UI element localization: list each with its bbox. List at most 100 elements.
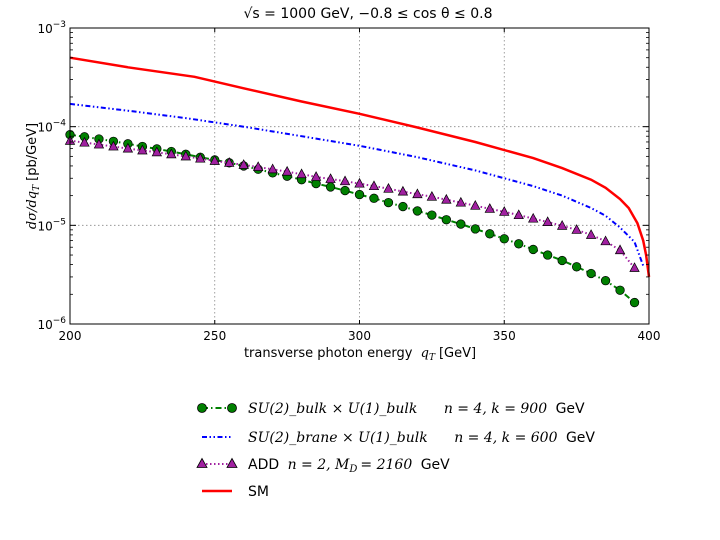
- series-line-1: [69, 102, 645, 267]
- legend-label-sm: SM: [248, 484, 269, 500]
- x-tick-label: 400: [638, 329, 661, 343]
- data-point: [398, 201, 408, 212]
- y-tick-exponent: −4: [53, 119, 67, 129]
- legend-marker-su2-bulk: [227, 403, 237, 413]
- legend-label-su2-bulk: SU(2)_bulk × U(1)_bulk n = 4, k = 900 Ge…: [248, 401, 585, 417]
- data-point: [629, 297, 640, 308]
- x-axis-label: transverse photon energy qT [GeV]: [244, 346, 476, 363]
- data-point: [296, 168, 307, 179]
- legend-params-add: n = 2, M: [288, 457, 350, 473]
- y-axis-label-math: dσ/dq: [25, 191, 40, 229]
- legend-params-su2-bulk: n = 4, k = 900: [444, 401, 547, 417]
- legend-entry-su2-brane: SU(2)_brane × U(1)_bulk n = 4, k = 600 G…: [202, 430, 595, 446]
- data-point: [369, 193, 379, 203]
- y-axis-label-unit: [pb/GeV]: [25, 123, 40, 181]
- data-point: [180, 150, 191, 161]
- legend-params-su2-brane: n = 4, k = 600: [454, 430, 557, 446]
- data-point: [267, 163, 278, 174]
- data-point: [122, 142, 134, 153]
- data-point: [339, 175, 351, 186]
- legend-marker-su2-bulk: [197, 403, 207, 413]
- data-point: [600, 276, 611, 286]
- y-tick-exponent: −6: [53, 316, 67, 326]
- data-point: [484, 203, 495, 213]
- legend-entry-add: ADD n = 2, MD = 2160 GeV: [196, 457, 450, 475]
- legend-math-su2-bulk: SU(2)_bulk × U(1)_bulk: [248, 401, 417, 417]
- legend-unit-su2-bulk: GeV: [556, 401, 585, 417]
- legend-value-add: = 2160: [360, 457, 412, 473]
- legend-unit-add: GeV: [421, 457, 450, 473]
- data-point: [166, 148, 177, 159]
- series-line-3: [69, 56, 651, 278]
- y-tick-base: 10: [37, 22, 52, 36]
- data-point: [137, 144, 148, 155]
- chart-title: √s = 1000 GeV, −0.8 ≤ cos θ ≤ 0.8: [244, 6, 493, 22]
- data-point: [514, 239, 524, 249]
- legend-label-add: ADD n = 2, MD = 2160 GeV: [248, 457, 450, 475]
- data-point: [499, 234, 509, 244]
- data-point: [571, 224, 582, 234]
- data-point: [340, 185, 350, 196]
- data-point: [456, 219, 466, 229]
- data-point: [412, 188, 423, 199]
- y-axis-label-sub: T: [32, 184, 42, 191]
- data-point: [528, 244, 538, 255]
- y-tick-label: 10−6: [37, 316, 66, 332]
- y-tick-label: 10−4: [37, 119, 66, 135]
- data-point: [427, 210, 437, 220]
- data-point: [556, 220, 568, 230]
- data-point: [615, 285, 625, 295]
- data-point: [557, 255, 567, 266]
- legend-math-su2-brane: SU(2)_brane × U(1)_bulk: [248, 430, 428, 446]
- data-point: [79, 136, 90, 147]
- data-point: [354, 177, 365, 188]
- legend-unit-su2-brane: GeV: [566, 430, 595, 446]
- data-point: [383, 182, 394, 193]
- data-point: [412, 206, 423, 216]
- data-point: [470, 199, 481, 210]
- data-point: [426, 190, 438, 201]
- series-line-2: [69, 139, 636, 269]
- data-point: [542, 216, 553, 226]
- data-point: [368, 180, 380, 191]
- data-point: [195, 152, 206, 163]
- data-point: [209, 155, 220, 165]
- legend-sub-add: D: [348, 464, 357, 475]
- data-point: [281, 165, 293, 176]
- data-point: [528, 212, 539, 223]
- y-tick-exponent: −5: [53, 217, 66, 227]
- data-point: [629, 262, 640, 272]
- x-tick-label: 300: [348, 329, 371, 343]
- y-tick-label: 10−5: [37, 217, 66, 233]
- legend: SU(2)_bulk × U(1)_bulk n = 4, k = 900 Ge…: [196, 401, 595, 500]
- data-point: [383, 197, 394, 208]
- data-point: [93, 138, 105, 149]
- y-tick-base: 10: [37, 318, 52, 332]
- data-point: [238, 159, 249, 169]
- legend-entry-su2-bulk: SU(2)_bulk × U(1)_bulk n = 4, k = 900 Ge…: [197, 401, 585, 417]
- x-axis-label-var: q: [421, 346, 429, 361]
- data-point: [224, 157, 235, 167]
- data-point: [252, 161, 264, 171]
- data-point: [513, 209, 524, 220]
- data-point: [470, 224, 480, 234]
- data-point: [499, 206, 510, 216]
- series-layer: [64, 56, 651, 308]
- grid: [70, 28, 649, 324]
- x-tick-label: 200: [59, 329, 82, 343]
- legend-entry-sm: SM: [202, 484, 269, 500]
- data-point: [600, 235, 611, 246]
- data-point: [614, 244, 626, 255]
- x-axis-label-sub: T: [429, 353, 436, 363]
- data-point: [455, 196, 467, 207]
- data-point: [441, 193, 452, 204]
- legend-name-add: ADD: [248, 457, 279, 473]
- data-point: [325, 182, 336, 192]
- data-point: [441, 215, 452, 225]
- legend-marker-add: [226, 457, 238, 468]
- x-axis-label-unit: [GeV]: [439, 346, 476, 361]
- y-axis-label: dσ/dqT [pb/GeV]: [25, 123, 42, 229]
- data-point: [571, 262, 582, 272]
